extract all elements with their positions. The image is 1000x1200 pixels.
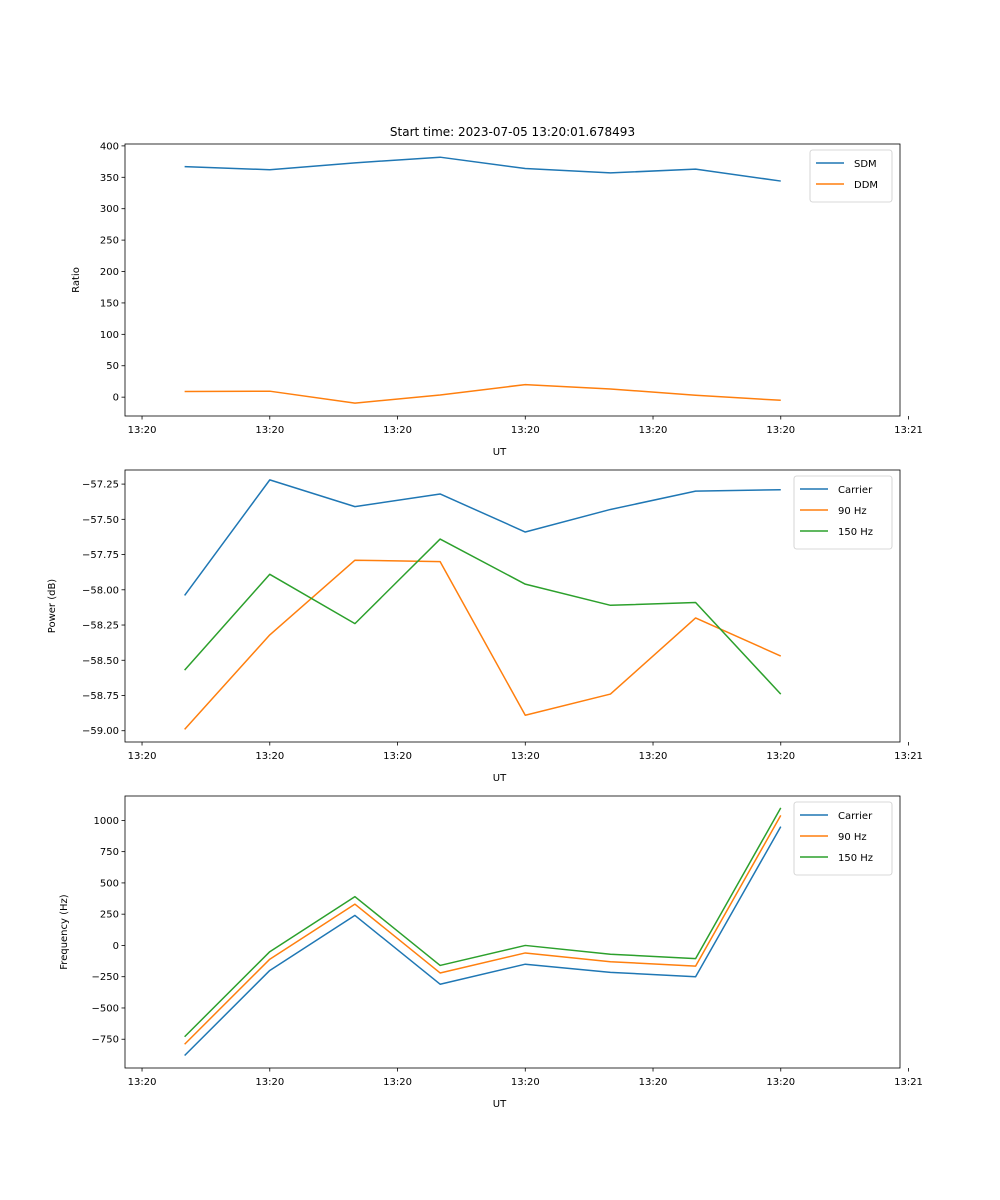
y-tick-label: 100 bbox=[100, 330, 119, 341]
y-tick-label: 1000 bbox=[94, 816, 119, 827]
y-axis-label: Frequency (Hz) bbox=[59, 894, 70, 970]
chart-panel-1: Start time: 2023-07-05 13:20:01.678493 13… bbox=[71, 125, 923, 458]
series-line-150-hz bbox=[184, 538, 782, 695]
x-tick-label: 13:20 bbox=[128, 751, 157, 762]
x-tick-label: 13:20 bbox=[511, 751, 540, 762]
y-tick-label: 150 bbox=[100, 298, 119, 309]
legend-label: 90 Hz bbox=[838, 832, 867, 843]
legend: Carrier 90 Hz 150 Hz bbox=[793, 475, 893, 550]
legend-box bbox=[809, 149, 893, 203]
y-tick-label: 750 bbox=[100, 847, 119, 858]
legend-label: Carrier bbox=[838, 811, 873, 822]
y-tick-label: −250 bbox=[92, 972, 119, 983]
y-tick-label: 0 bbox=[113, 393, 119, 404]
x-tick-label: 13:20 bbox=[639, 1077, 668, 1088]
y-tick-label: 50 bbox=[106, 361, 119, 372]
y-tick-label: 400 bbox=[100, 141, 119, 152]
y-tick-label: −58.25 bbox=[82, 621, 119, 632]
series-line-carrier bbox=[184, 479, 781, 596]
series-line-carrier bbox=[184, 826, 782, 1057]
chart-panel-2: 13:20 13:20 13:20 13:20 13:20 13:20 13:21 −59.0… bbox=[47, 469, 923, 784]
series-line-sdm bbox=[184, 156, 781, 182]
x-tick-label: 13:20 bbox=[255, 425, 284, 436]
x-tick-label: 13:20 bbox=[383, 751, 412, 762]
y-tick-label: −750 bbox=[92, 1035, 119, 1046]
series-line-90-hz bbox=[184, 815, 782, 1045]
y-tick-label: 500 bbox=[100, 878, 119, 889]
legend-label: DDM bbox=[854, 180, 878, 191]
legend-label: 90 Hz bbox=[838, 506, 867, 517]
x-tick-label: 13:20 bbox=[639, 425, 668, 436]
x-tick-label: 13:20 bbox=[639, 751, 668, 762]
x-tick-label: 13:20 bbox=[383, 1077, 412, 1088]
legend: Carrier 90 Hz 150 Hz bbox=[793, 801, 893, 876]
y-tick-label: −500 bbox=[92, 1003, 119, 1014]
y-tick-label: 300 bbox=[100, 204, 119, 215]
legend-label: SDM bbox=[854, 159, 877, 170]
legend-label: 150 Hz bbox=[838, 853, 873, 864]
x-tick-label: 13:20 bbox=[255, 751, 284, 762]
y-axis-label: Power (dB) bbox=[47, 579, 58, 634]
series-line-ddm bbox=[184, 383, 781, 404]
y-tick-label: 0 bbox=[113, 941, 119, 952]
y-tick-label: −58.50 bbox=[82, 656, 119, 667]
series-line-90-hz bbox=[184, 559, 782, 730]
axes-frame bbox=[124, 143, 901, 417]
y-tick-label: 200 bbox=[100, 267, 119, 278]
chart-title: Start time: 2023-07-05 13:20:01.678493 bbox=[390, 125, 635, 139]
x-tick-label: 13:21 bbox=[894, 751, 923, 762]
legend: SDM DDM bbox=[809, 149, 893, 203]
x-tick-label: 13:20 bbox=[511, 425, 540, 436]
y-tick-label: −58.75 bbox=[82, 691, 119, 702]
x-axis-label: UT bbox=[493, 773, 507, 784]
x-axis-label: UT bbox=[493, 1099, 507, 1110]
axes-frame bbox=[124, 795, 901, 1069]
axes-frame bbox=[124, 469, 901, 743]
y-axis-label: Ratio bbox=[71, 267, 82, 293]
x-tick-label: 13:20 bbox=[766, 751, 795, 762]
legend-label: Carrier bbox=[838, 485, 873, 496]
x-tick-label: 13:20 bbox=[255, 1077, 284, 1088]
x-tick-label: 13:20 bbox=[383, 425, 412, 436]
x-tick-label: 13:20 bbox=[766, 425, 795, 436]
y-tick-label: −59.00 bbox=[82, 726, 119, 737]
x-tick-label: 13:20 bbox=[128, 425, 157, 436]
y-tick-label: −57.75 bbox=[82, 550, 119, 561]
x-tick-label: 13:21 bbox=[894, 1077, 923, 1088]
y-tick-label: 250 bbox=[100, 236, 119, 247]
chart-panel-3: 13:20 13:20 13:20 13:20 13:20 13:20 13:21 −750 −… bbox=[59, 795, 923, 1110]
series-line-150-hz bbox=[184, 807, 782, 1038]
y-tick-label: −57.25 bbox=[82, 480, 119, 491]
x-tick-label: 13:20 bbox=[766, 1077, 795, 1088]
y-tick-label: 350 bbox=[100, 173, 119, 184]
y-tick-label: −57.50 bbox=[82, 515, 119, 526]
y-tick-label: −58.00 bbox=[82, 585, 119, 596]
legend-label: 150 Hz bbox=[838, 527, 873, 538]
x-tick-label: 13:20 bbox=[511, 1077, 540, 1088]
x-tick-label: 13:20 bbox=[128, 1077, 157, 1088]
y-tick-label: 250 bbox=[100, 910, 119, 921]
x-tick-label: 13:21 bbox=[894, 425, 923, 436]
x-axis-label: UT bbox=[493, 447, 507, 458]
